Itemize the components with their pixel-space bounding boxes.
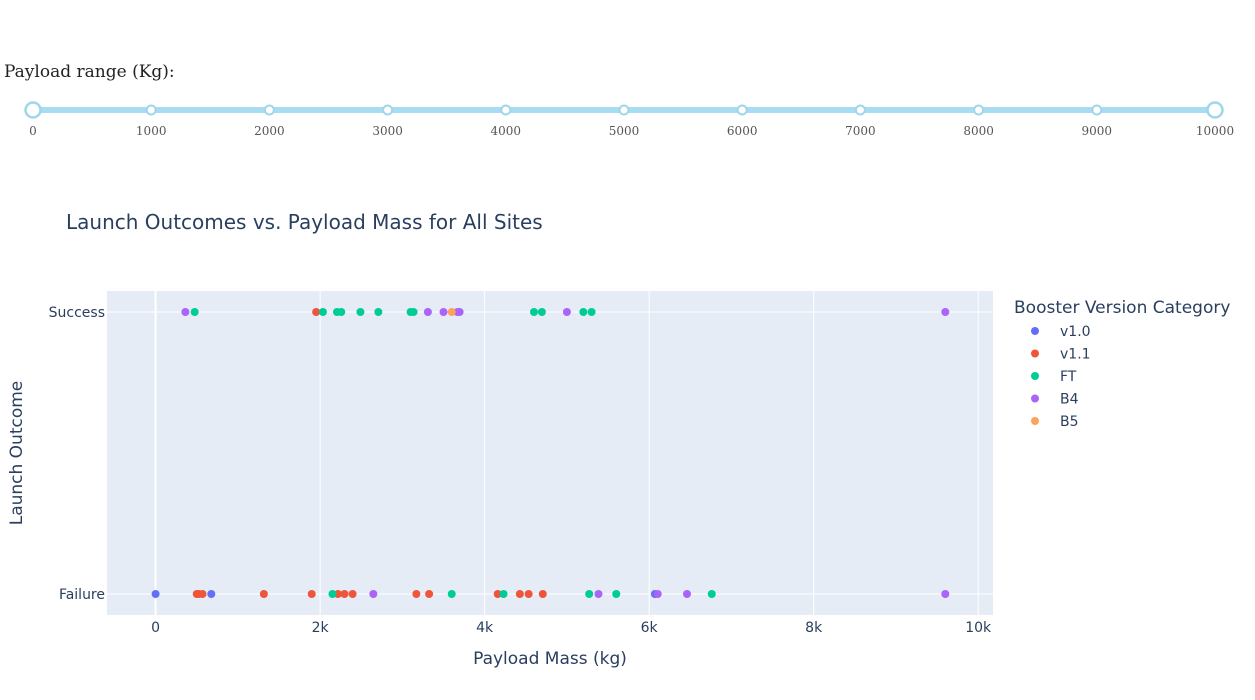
x-tick-label: 10k xyxy=(965,620,992,636)
axis-ticks: 0 2k 4k 6k 8k 10k Failure Success xyxy=(49,305,992,636)
slider-handle-min[interactable] xyxy=(24,101,42,119)
data-point[interactable] xyxy=(190,308,199,316)
slider-mark-dot xyxy=(500,104,512,116)
data-point[interactable] xyxy=(207,590,216,598)
data-point[interactable] xyxy=(447,590,456,598)
data-point[interactable] xyxy=(312,308,321,316)
data-point[interactable] xyxy=(340,590,349,598)
legend-title: Booster Version Category xyxy=(1014,298,1230,318)
data-point[interactable] xyxy=(941,308,950,316)
slider-mark-dot xyxy=(145,104,157,116)
y-tick-label: Failure xyxy=(59,587,105,603)
data-point[interactable] xyxy=(423,308,432,316)
legend-label: v1.0 xyxy=(1060,324,1091,340)
slider-mark-label: 3000 xyxy=(372,124,403,138)
slider-mark-label: 1000 xyxy=(136,124,167,138)
data-point[interactable] xyxy=(409,308,418,316)
legend-item[interactable]: B5 xyxy=(1031,414,1079,430)
chart-title: Launch Outcomes vs. Payload Mass for All… xyxy=(66,210,543,234)
data-point[interactable] xyxy=(579,308,588,316)
legend-item[interactable]: v1.0 xyxy=(1031,324,1091,340)
slider-mark-dot xyxy=(973,104,985,116)
slider-mark-label: 10000 xyxy=(1196,124,1234,138)
legend-marker xyxy=(1031,417,1039,425)
data-point[interactable] xyxy=(562,308,571,316)
x-tick-label: 2k xyxy=(312,620,330,636)
legend-marker xyxy=(1031,349,1039,358)
data-point[interactable] xyxy=(259,590,268,598)
data-point[interactable] xyxy=(328,590,337,598)
slider-handle-max[interactable] xyxy=(1206,101,1224,119)
slider-mark-dot xyxy=(618,104,630,116)
legend-label: B4 xyxy=(1060,392,1079,408)
data-point[interactable] xyxy=(348,590,357,598)
data-point[interactable] xyxy=(585,590,594,598)
x-tick-label: 8k xyxy=(805,620,823,636)
legend-item[interactable]: FT xyxy=(1031,369,1077,385)
slider-mark-label: 7000 xyxy=(845,124,876,138)
data-point[interactable] xyxy=(587,308,596,316)
x-tick-label: 6k xyxy=(641,620,659,636)
slider-mark-label: 0 xyxy=(29,124,37,138)
data-point[interactable] xyxy=(318,308,327,316)
data-point[interactable] xyxy=(356,308,365,316)
slider-mark-dot xyxy=(854,104,866,116)
data-point[interactable] xyxy=(594,590,603,598)
slider-mark-dot xyxy=(1091,104,1103,116)
data-point[interactable] xyxy=(425,590,434,598)
data-point[interactable] xyxy=(439,308,448,316)
data-point[interactable] xyxy=(369,590,378,598)
legend-marker xyxy=(1031,372,1039,380)
plot-area xyxy=(107,291,993,615)
slider-mark-label: 4000 xyxy=(491,124,522,138)
payload-range-slider[interactable]: 0 1000 2000 3000 4000 5000 6000 7000 8000 9000 100… xyxy=(0,90,1255,150)
data-point[interactable] xyxy=(653,590,662,598)
slider-mark-label: 5000 xyxy=(609,124,640,138)
data-point[interactable] xyxy=(941,590,950,598)
data-point[interactable] xyxy=(682,590,691,598)
data-point[interactable] xyxy=(612,590,621,598)
data-point[interactable] xyxy=(447,308,456,316)
legend-marker xyxy=(1031,327,1039,335)
legend-label: B5 xyxy=(1060,414,1079,430)
grid xyxy=(107,291,993,615)
slider-mark-dot xyxy=(382,104,394,116)
data-point[interactable] xyxy=(493,590,502,598)
slider-mark-dot xyxy=(736,104,748,116)
legend-label: v1.1 xyxy=(1060,347,1091,363)
slider-mark-dot xyxy=(263,104,275,116)
slider-mark-label: 9000 xyxy=(1082,124,1113,138)
data-point[interactable] xyxy=(707,590,716,598)
payload-range-label: Payload range (Kg): xyxy=(4,62,175,82)
data-point[interactable] xyxy=(151,590,160,598)
launch-outcome-scatter-chart: 0 2k 4k 6k 8k 10k Failure Success Payload Mass … xyxy=(7,291,1230,669)
x-axis-label: Payload Mass (kg) xyxy=(473,649,627,669)
legend-label: FT xyxy=(1060,369,1077,385)
legend[interactable]: v1.0 v1.1 FT B4 B5 xyxy=(1031,324,1091,430)
data-point[interactable] xyxy=(537,308,546,316)
legend-item[interactable]: B4 xyxy=(1031,392,1079,408)
data-point[interactable] xyxy=(524,590,533,598)
data-point[interactable] xyxy=(374,308,383,316)
slider-mark-label: 8000 xyxy=(963,124,994,138)
data-point[interactable] xyxy=(529,308,538,316)
data-point[interactable] xyxy=(337,308,346,316)
legend-item[interactable]: v1.1 xyxy=(1031,347,1091,363)
data-point[interactable] xyxy=(455,308,464,316)
data-point[interactable] xyxy=(412,590,421,598)
data-points[interactable] xyxy=(151,308,950,598)
data-point[interactable] xyxy=(181,308,190,316)
data-point[interactable] xyxy=(198,590,207,598)
slider-mark-label: 6000 xyxy=(727,124,758,138)
y-tick-label: Success xyxy=(49,305,105,321)
slider-mark-label: 2000 xyxy=(254,124,285,138)
data-point[interactable] xyxy=(307,590,316,598)
data-point[interactable] xyxy=(499,590,508,598)
y-axis-label: Launch Outcome xyxy=(7,381,27,526)
x-tick-label: 4k xyxy=(476,620,494,636)
data-point[interactable] xyxy=(515,590,524,598)
data-point[interactable] xyxy=(538,590,547,598)
legend-marker xyxy=(1031,394,1039,403)
x-tick-label: 0 xyxy=(151,620,160,636)
